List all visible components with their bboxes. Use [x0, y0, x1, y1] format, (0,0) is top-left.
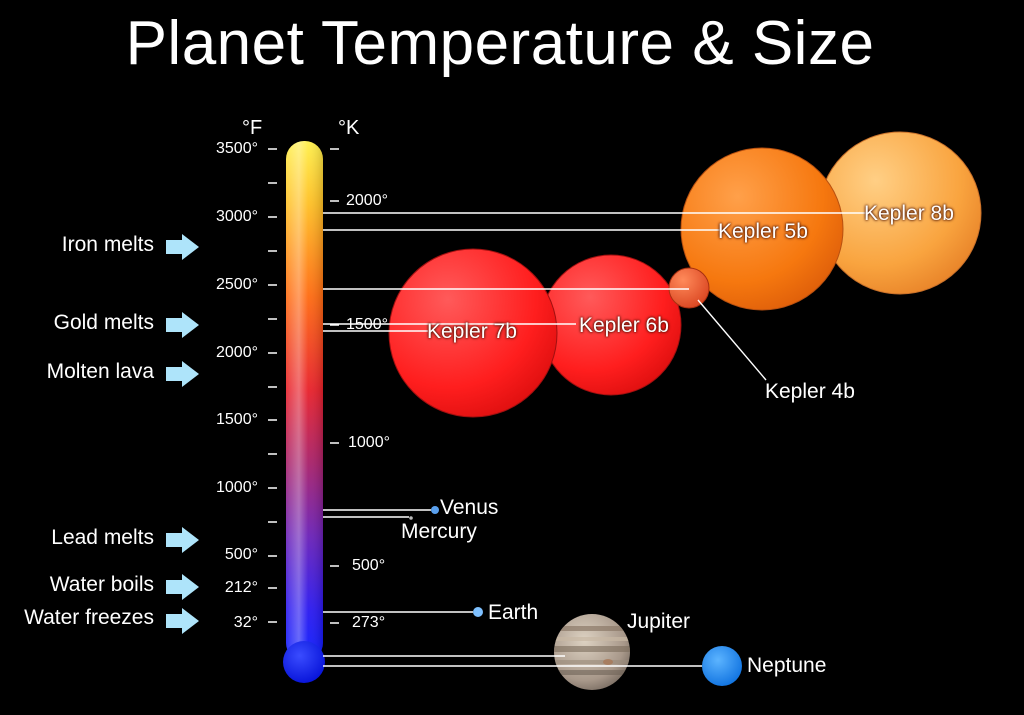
- k-label-2000: 2000°: [346, 192, 388, 209]
- k-label-273: 273°: [352, 614, 386, 631]
- thermometer-bulb: [283, 641, 325, 683]
- landmark-iron-melts: Iron melts: [61, 233, 154, 256]
- k-label-1000: 1000°: [348, 434, 390, 451]
- planet-mercury: [409, 516, 413, 520]
- arrow-icon-lava: [166, 361, 199, 387]
- landmark-arrows: [166, 234, 199, 634]
- landmark-water-freezes: Water freezes: [24, 606, 154, 629]
- jupiter-bands: [554, 626, 630, 675]
- planet-jupiter: [554, 614, 630, 690]
- planet-kepler-4b: [668, 267, 710, 309]
- f-label-32: 32°: [233, 614, 258, 631]
- planet-kepler-5b: [680, 147, 844, 311]
- arrow-icon-boils: [166, 574, 199, 600]
- label-venus: Venus: [440, 496, 499, 519]
- label-kepler-5b: Kepler 5b: [718, 220, 808, 243]
- planet-earth: [473, 607, 483, 617]
- landmark-lead-melts: Lead melts: [51, 526, 154, 549]
- f-label-2000: 2000°: [216, 344, 258, 361]
- f-label-2500: 2500°: [216, 276, 258, 293]
- kelvin-tick-marks: [330, 148, 339, 624]
- label-neptune: Neptune: [747, 654, 827, 677]
- label-kepler-8b: Kepler 8b: [864, 202, 954, 225]
- f-label-500: 500°: [224, 546, 258, 563]
- landmark-molten-lava: Molten lava: [46, 360, 154, 383]
- f-label-1500: 1500°: [216, 411, 258, 428]
- f-label-212: 212°: [224, 579, 258, 596]
- landmark-water-boils: Water boils: [49, 573, 154, 596]
- kelvin-unit-label: °K: [338, 117, 360, 139]
- page-title: Planet Temperature & Size: [125, 9, 875, 78]
- planet-venus: [431, 506, 439, 514]
- planet-neptune: [702, 646, 742, 686]
- fahrenheit-unit-label: °F: [242, 117, 263, 139]
- thermometer-shine: [286, 141, 323, 661]
- label-jupiter: Jupiter: [627, 610, 691, 633]
- label-kepler-6b: Kepler 6b: [579, 314, 669, 337]
- label-mercury: Mercury: [401, 520, 477, 543]
- label-earth: Earth: [488, 601, 539, 624]
- arrow-icon-gold: [166, 312, 199, 338]
- planet-kepler-7b: [388, 248, 558, 418]
- leader-kepler-4b-callout: [697, 299, 767, 381]
- f-label-3000: 3000°: [216, 208, 258, 225]
- label-kepler-4b: Kepler 4b: [765, 380, 855, 403]
- fahrenheit-tick-marks: [268, 148, 277, 623]
- landmark-gold-melts: Gold melts: [53, 311, 154, 334]
- f-label-3500: 3500°: [216, 140, 258, 157]
- arrow-icon-freezes: [166, 608, 199, 634]
- k-label-1500: 1500°: [346, 316, 388, 333]
- f-label-1000: 1000°: [216, 479, 258, 496]
- thermometer: [283, 141, 325, 683]
- k-label-500: 500°: [352, 557, 386, 574]
- leader-lines: [323, 212, 866, 667]
- arrow-icon-iron: [166, 234, 199, 260]
- label-kepler-7b: Kepler 7b: [427, 320, 517, 343]
- arrow-icon-lead: [166, 527, 199, 553]
